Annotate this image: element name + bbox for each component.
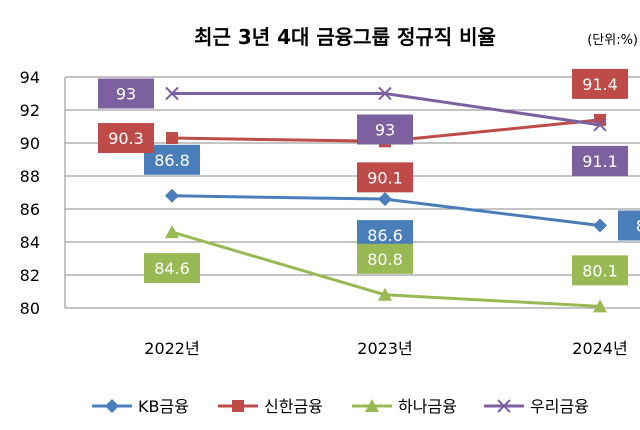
data-point — [166, 132, 178, 145]
legend-label: 신한금융 — [264, 397, 323, 416]
data-label-box — [144, 253, 200, 284]
chart-title: 최근 3년 4대 금융그룹 정규직 비율 — [194, 25, 496, 49]
data-point — [378, 287, 392, 301]
y-tick-label: 84 — [20, 233, 40, 252]
x-tick-label: 2023년 — [357, 339, 412, 358]
data-label: 91.1 — [582, 152, 618, 171]
data-label: 80.1 — [582, 261, 618, 280]
data-point — [378, 192, 392, 207]
y-tick-label: 92 — [20, 101, 40, 120]
data-point — [593, 299, 607, 313]
x-tick-label: 2022년 — [144, 339, 199, 358]
legend-item: 하나금융 — [352, 397, 457, 416]
data-point — [593, 118, 607, 132]
data-label-box — [98, 78, 154, 109]
data-point-stroke — [378, 86, 392, 101]
data-label-box — [357, 243, 413, 274]
legend-label: 우리금융 — [530, 397, 589, 416]
legend-item: 우리금융 — [484, 397, 589, 416]
legend-swatch-marker — [105, 399, 119, 413]
data-label-box — [357, 114, 413, 145]
data-label: 86.6 — [367, 226, 403, 245]
data-label: 93 — [375, 121, 395, 140]
legend-label: 하나금융 — [398, 397, 457, 416]
data-point — [378, 86, 392, 101]
y-tick-label: 88 — [20, 167, 40, 186]
data-label: 91.4 — [582, 75, 618, 94]
y-tick-label: 94 — [20, 68, 40, 87]
y-tick-label: 82 — [20, 266, 40, 285]
data-point-stroke — [497, 399, 511, 413]
y-tick-label: 90 — [20, 134, 40, 153]
data-label-box — [98, 123, 154, 154]
legend-item: KB금융 — [92, 397, 189, 416]
data-point-stroke — [165, 86, 179, 101]
data-label: 84.6 — [154, 259, 190, 278]
y-tick-label: 86 — [20, 200, 40, 219]
data-label: 93 — [116, 85, 136, 104]
x-tick-label: 2024년 — [572, 339, 627, 358]
y-tick-label: 80 — [20, 299, 40, 318]
data-label-box — [572, 68, 628, 99]
data-label: 90.1 — [367, 168, 403, 187]
legend-item: 신한금융 — [218, 397, 323, 416]
data-label-box — [572, 255, 628, 286]
data-label: 80.8 — [367, 250, 403, 269]
data-label: 90.3 — [108, 129, 144, 148]
legend-swatch-marker — [232, 400, 244, 412]
data-point-stroke — [593, 118, 607, 132]
data-label: 85 — [636, 217, 640, 236]
data-point — [593, 218, 607, 233]
legend-swatch-marker — [365, 399, 379, 412]
data-label-box — [572, 145, 628, 176]
data-point — [165, 86, 179, 101]
data-label-box — [618, 210, 640, 241]
data-point — [165, 225, 179, 239]
data-label-box — [357, 162, 413, 193]
legend-swatch-marker — [497, 399, 511, 413]
data-point — [165, 188, 179, 203]
data-label: 86.8 — [154, 151, 190, 170]
unit-note: (단위:%) — [587, 33, 638, 48]
legend-label: KB금융 — [138, 397, 189, 416]
